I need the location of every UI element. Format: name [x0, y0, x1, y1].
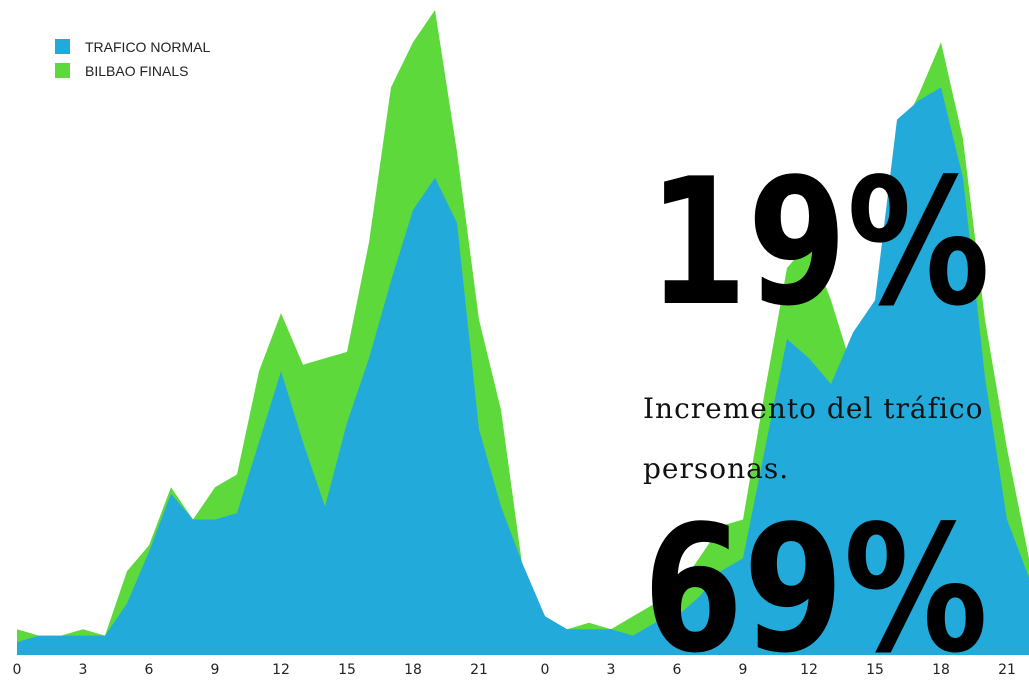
x-tick-label: 15: [866, 662, 884, 678]
x-tick-label: 18: [404, 662, 422, 678]
headline: 19%: [648, 142, 990, 345]
x-tick-label: 6: [145, 662, 154, 678]
x-tick-label: 0: [13, 662, 22, 678]
x-tick-label: 3: [607, 662, 616, 678]
headline: 69%: [643, 489, 988, 684]
x-tick-label: 0: [541, 662, 550, 678]
annotation: Incremento del tráfico: [643, 392, 983, 425]
area: [17, 87, 1029, 655]
x-tick-label: 12: [800, 662, 818, 678]
x-tick-label: 21: [470, 662, 488, 678]
legend-swatch: [55, 63, 70, 78]
x-tick-label: 9: [211, 662, 220, 678]
x-tick-label: 12: [272, 662, 290, 678]
legend-label: TRAFICO NORMAL: [85, 39, 210, 55]
x-tick-label: 6: [673, 662, 682, 678]
x-tick-label: 21: [998, 662, 1016, 678]
annotation: personas.: [643, 452, 789, 485]
x-tick-label: 3: [79, 662, 88, 678]
x-tick-label: 9: [739, 662, 748, 678]
x-tick-label: 18: [932, 662, 950, 678]
legend-swatch: [55, 39, 70, 54]
legend-label: BILBAO FINALS: [85, 63, 188, 79]
x-tick-label: 15: [338, 662, 356, 678]
